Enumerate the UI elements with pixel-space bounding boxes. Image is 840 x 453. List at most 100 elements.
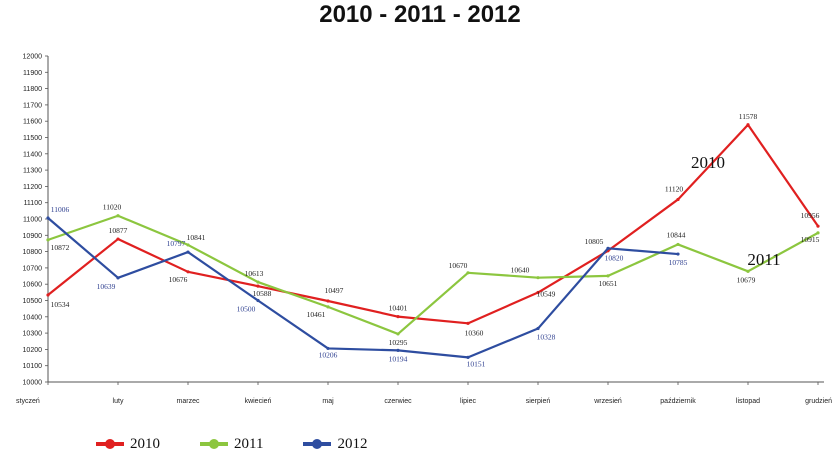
legend-label: 2010 <box>130 435 160 452</box>
data-point-2012 <box>326 346 330 351</box>
data-label-2010: 10549 <box>537 290 556 299</box>
data-point-2010 <box>186 270 190 274</box>
data-label-2011: 10640 <box>511 266 530 275</box>
data-label-2012: 10194 <box>389 354 408 363</box>
data-label-2010: 10401 <box>389 304 408 313</box>
data-label-2010: 11120 <box>665 184 683 193</box>
x-tick-label: maj <box>322 398 334 405</box>
y-tick-label: 11900 <box>23 70 42 77</box>
chart-title: 2010 - 2011 - 2012 <box>319 1 521 28</box>
data-point-2011 <box>816 231 820 235</box>
y-tick-label: 11800 <box>23 86 42 93</box>
data-point-2012 <box>536 326 540 331</box>
data-label-2011: 10461 <box>307 310 326 319</box>
data-point-2011 <box>466 271 470 275</box>
legend-swatch <box>96 439 124 449</box>
y-tick-label: 10600 <box>23 282 43 289</box>
data-label-2012: 10328 <box>537 333 556 342</box>
legend-label: 2011 <box>234 435 264 452</box>
x-tick-label: kwiecień <box>245 398 272 405</box>
x-tick-label: wrzesień <box>593 398 622 405</box>
data-point-2012 <box>606 246 610 250</box>
series-line-2010 <box>47 123 819 325</box>
data-point-2011 <box>606 274 610 278</box>
data-point-2010 <box>536 290 540 295</box>
y-tick-label: 10400 <box>23 314 43 321</box>
data-label-2010: 11578 <box>739 112 758 121</box>
x-tick-label: listopad <box>736 398 760 405</box>
legend-swatch <box>200 439 228 449</box>
data-label-2011: 10915 <box>801 235 820 244</box>
y-tick-label: 10000 <box>23 380 43 387</box>
data-labels-layer: 10534 10877 10676 10588 10497 10401 10360 10549… <box>51 112 820 369</box>
data-label-2012: 10785 <box>669 258 688 267</box>
data-point-2011 <box>186 243 190 247</box>
y-tick-label: 10900 <box>23 233 43 240</box>
y-tick-label: 11200 <box>23 184 42 191</box>
data-label-2011: 10613 <box>245 269 264 278</box>
series-line-2011 <box>47 214 819 336</box>
y-tick-label: 11500 <box>23 135 42 142</box>
data-label-2010: 10805 <box>585 237 604 246</box>
data-point-2011 <box>256 280 260 284</box>
data-point-2011 <box>676 242 680 247</box>
data-label-2010: 10497 <box>325 286 344 295</box>
data-label-2011: 10872 <box>51 243 70 252</box>
data-point-2012 <box>116 276 120 280</box>
x-tick-label: czerwiec <box>384 398 412 405</box>
legend-swatch <box>303 439 332 449</box>
data-label-2011: 10295 <box>389 338 408 347</box>
data-label-2011: 10651 <box>599 279 618 288</box>
data-label-2011: 10844 <box>667 230 686 239</box>
x-tick-label: grudzień <box>805 398 832 405</box>
data-point-2010 <box>816 224 820 228</box>
x-tick-label: październik <box>660 398 696 405</box>
y-tick-label: 10200 <box>23 347 43 354</box>
data-point-2012 <box>396 348 400 352</box>
data-point-2012 <box>466 355 470 359</box>
legend-label: 2012 <box>337 435 368 452</box>
legend-item-2012: 2012 <box>303 436 367 453</box>
axes: 10000 10100 10200 10300 10400 10500 10600 10700… <box>16 54 832 406</box>
data-label-2010: 10360 <box>465 328 484 337</box>
data-point-2010 <box>746 123 750 127</box>
y-tick-label: 11300 <box>23 168 42 175</box>
data-point-2012 <box>256 298 260 303</box>
data-point-2012 <box>676 252 680 256</box>
x-tick-label: sierpień <box>526 398 551 405</box>
data-label-2012: 10151 <box>467 359 486 368</box>
y-tick-label: 11000 <box>23 217 42 224</box>
data-label-2012: 10820 <box>605 253 624 262</box>
y-tick-label: 12000 <box>23 54 43 61</box>
data-point-2012 <box>186 250 190 254</box>
data-point-2011 <box>396 332 400 336</box>
y-tick-label: 10100 <box>23 363 43 370</box>
y-tick-label: 10500 <box>23 298 43 305</box>
series-inline-label-2011: 2011 <box>747 250 780 269</box>
y-tick-label: 11600 <box>23 119 42 126</box>
x-tick-label: luty <box>113 398 124 405</box>
data-point-2010 <box>466 321 470 325</box>
data-label-2012: 10500 <box>237 305 256 314</box>
data-point-2010 <box>396 315 400 319</box>
y-tick-label: 11100 <box>24 200 43 207</box>
data-point-2011 <box>746 269 750 273</box>
legend: 2010 2011 2012 <box>96 436 367 452</box>
x-tick-label: lipiec <box>460 398 476 405</box>
data-label-2010: 10676 <box>169 275 188 284</box>
series-layer <box>46 123 820 359</box>
y-tick-label: 11400 <box>23 151 42 158</box>
y-tick-label: 10300 <box>23 331 43 338</box>
data-point-2012 <box>46 216 50 220</box>
data-label-2012: 10797 <box>167 239 186 248</box>
x-tick-label: styczeń <box>16 398 40 405</box>
data-point-2010 <box>676 197 680 202</box>
x-tick-label: marzec <box>177 398 200 405</box>
data-label-2012: 10639 <box>97 282 116 291</box>
data-label-2010: 10588 <box>253 289 272 298</box>
data-point-2010 <box>256 284 260 288</box>
y-tick-label: 10800 <box>23 249 43 256</box>
data-label-2010: 10534 <box>51 300 70 309</box>
data-label-2011: 10841 <box>187 233 206 242</box>
